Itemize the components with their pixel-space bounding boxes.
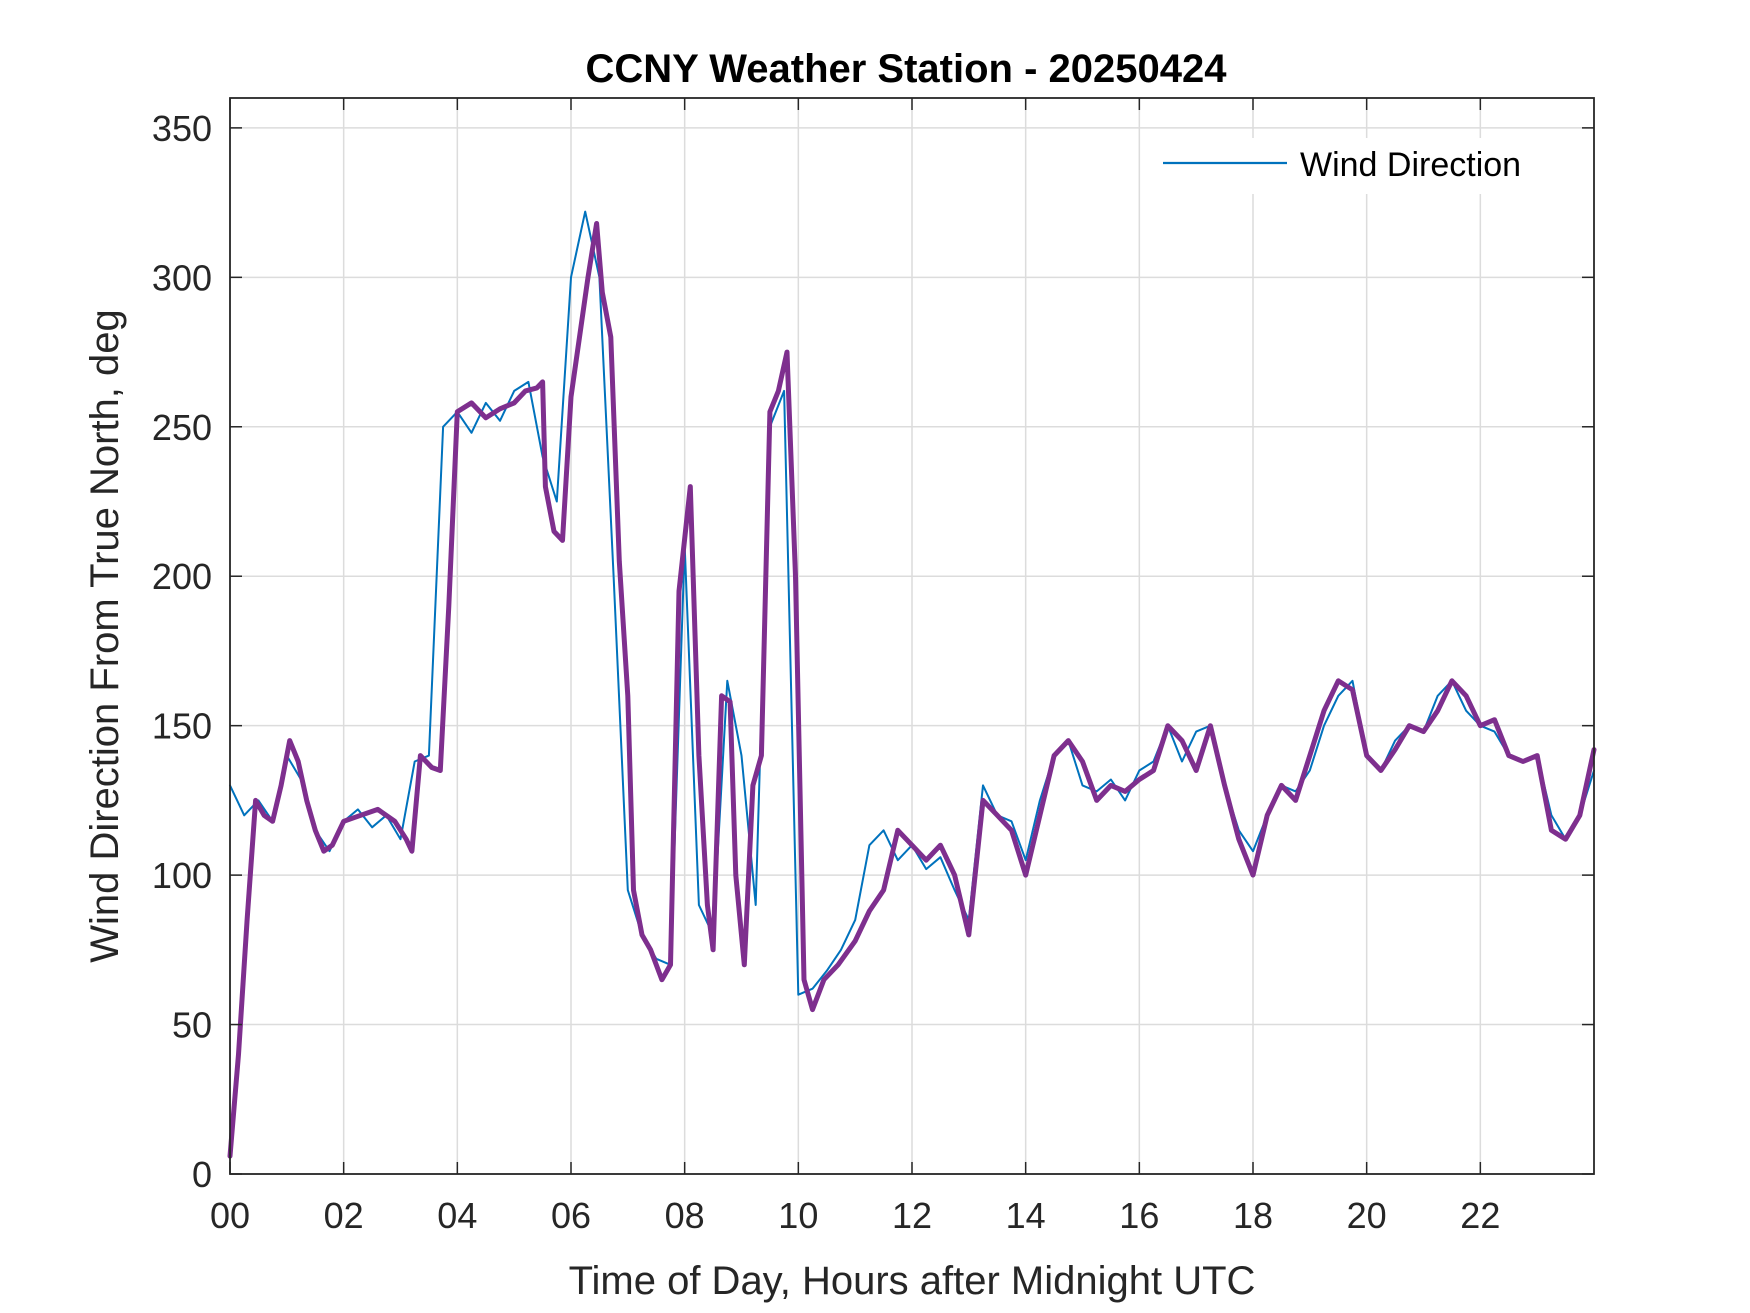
legend: Wind Direction [1155,138,1565,194]
y-tick-label: 150 [152,706,212,747]
x-tick-label: 14 [1006,1195,1046,1236]
y-tick-label: 250 [152,407,212,448]
x-tick-label: 06 [551,1195,591,1236]
x-tick-label: 12 [892,1195,932,1236]
chart-title: CCNY Weather Station - 20250424 [586,47,1228,91]
x-tick-label: 10 [778,1195,818,1236]
x-tick-label: 04 [437,1195,477,1236]
y-tick-label: 300 [152,257,212,298]
x-tick-label: 08 [665,1195,705,1236]
y-tick-label: 0 [192,1154,212,1195]
x-tick-label: 22 [1460,1195,1500,1236]
x-tick-label: 16 [1119,1195,1159,1236]
x-tick-label: 18 [1233,1195,1273,1236]
y-axis-ticks: 0 50 100 150 200 250 300 350 [152,108,1594,1195]
y-tick-label: 350 [152,108,212,149]
y-tick-label: 50 [172,1005,212,1046]
legend-box [1155,138,1565,194]
x-tick-label: 20 [1347,1195,1387,1236]
x-tick-label: 02 [324,1195,364,1236]
series-line-moving-average [227,221,1597,1159]
y-tick-label: 100 [152,855,212,896]
x-axis-ticks: 00 02 04 06 08 10 12 14 16 18 20 22 [210,98,1500,1236]
y-tick-label: 200 [152,556,212,597]
grid-lines [229,98,1594,1175]
y-axis-label: Wind Direction From True North, deg [83,309,127,963]
legend-label-wind-direction: Wind Direction [1300,146,1521,184]
x-axis-label: Time of Day, Hours after Midnight UTC [569,1259,1256,1303]
series-group [227,210,1597,1159]
x-tick-label: 00 [210,1195,250,1236]
